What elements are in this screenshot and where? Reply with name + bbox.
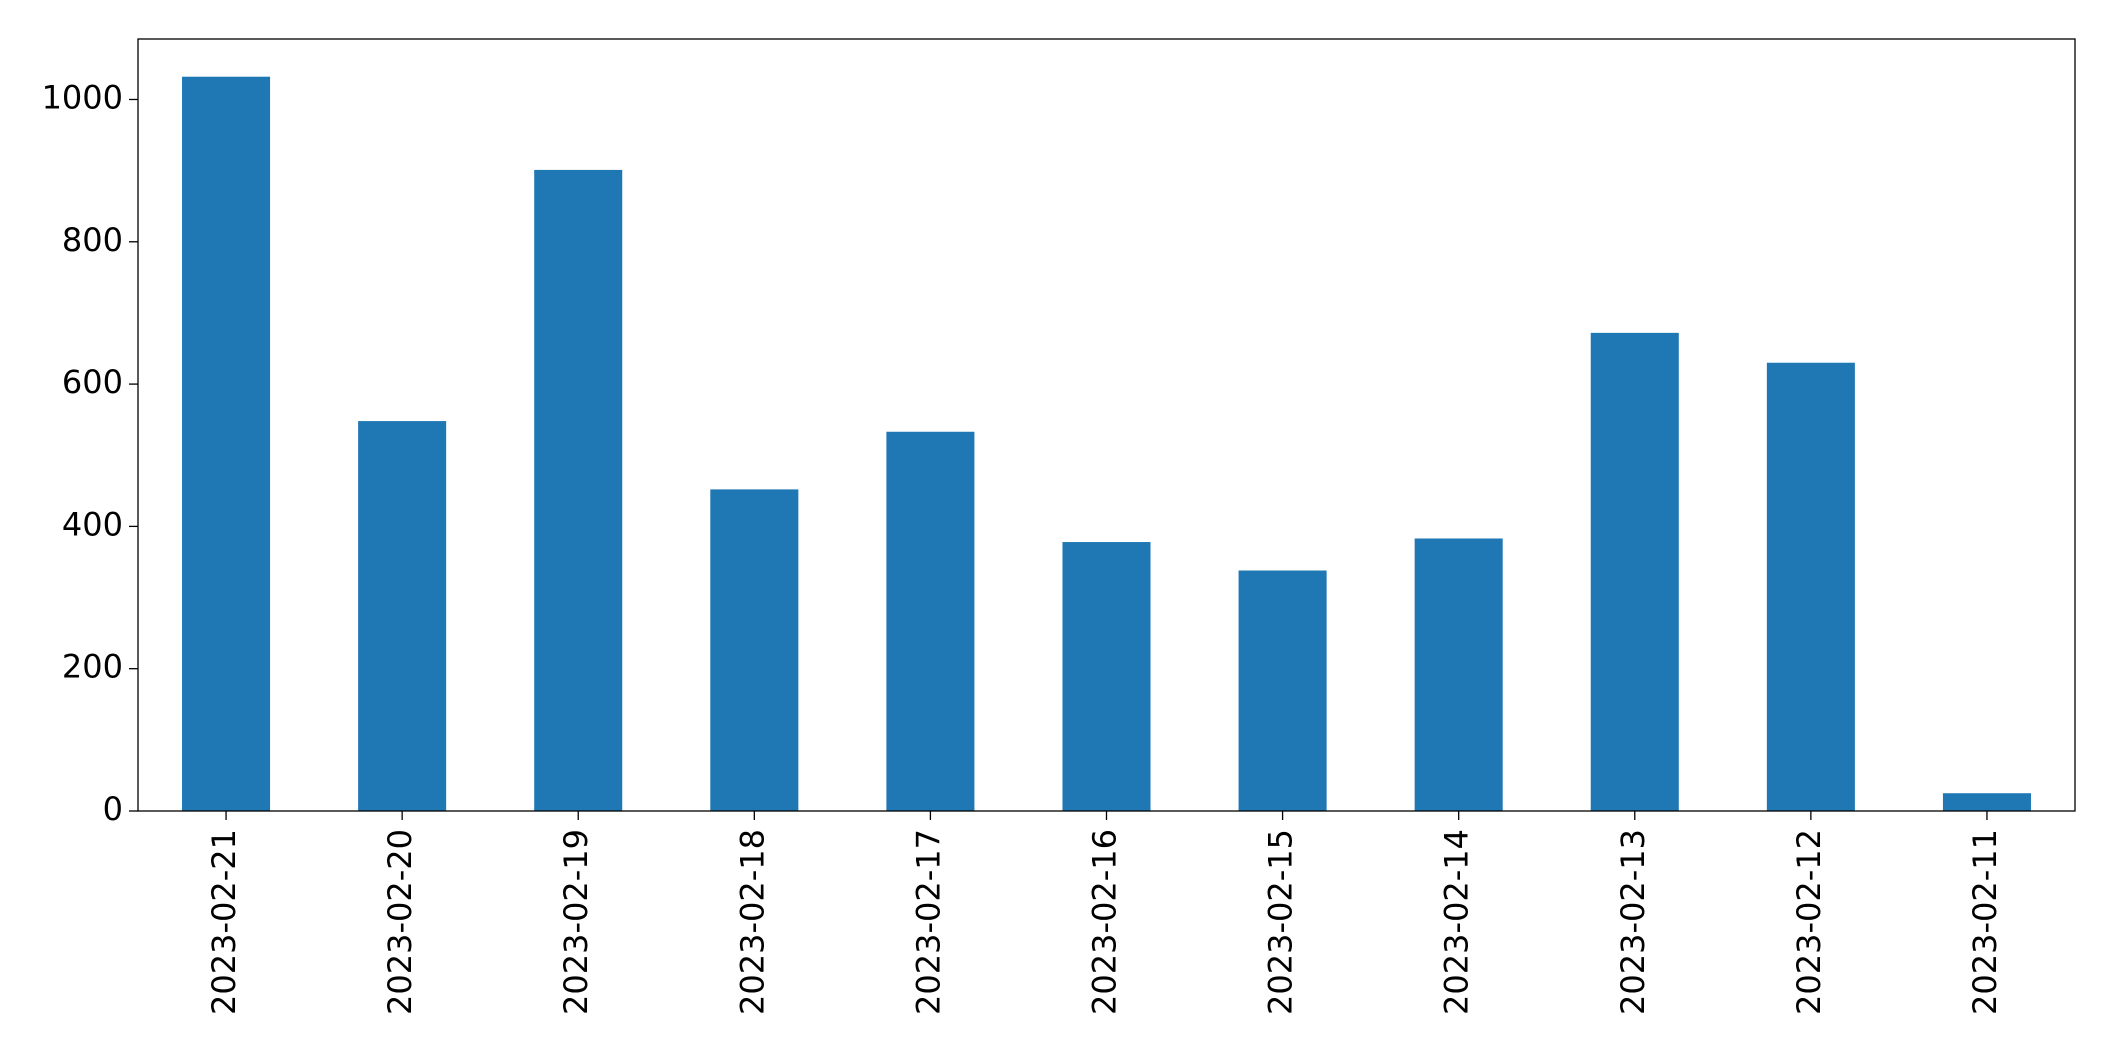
bar <box>886 431 975 811</box>
x-tick-label: 2023-02-14 <box>1438 829 1476 1015</box>
y-tick-label: 200 <box>62 648 123 686</box>
x-tick-label: 2023-02-15 <box>1262 829 1300 1015</box>
y-tick-label: 800 <box>62 221 123 259</box>
x-tick-label: 2023-02-16 <box>1086 829 1124 1015</box>
bar <box>1942 793 2031 811</box>
y-tick-label: 1000 <box>42 78 123 116</box>
bar <box>182 76 271 812</box>
y-tick-label: 0 <box>103 790 123 828</box>
bar <box>1766 362 1855 811</box>
bar <box>710 489 799 811</box>
bar <box>1062 542 1151 811</box>
y-tick-label: 400 <box>62 505 123 543</box>
plot-frame <box>137 38 2076 812</box>
bar <box>1414 538 1503 811</box>
bar <box>1590 332 1679 811</box>
x-tick-label: 2023-02-21 <box>205 829 243 1015</box>
y-tick-label: 600 <box>62 363 123 401</box>
x-tick-label: 2023-02-20 <box>381 829 419 1015</box>
bar <box>358 421 447 811</box>
x-tick-label: 2023-02-13 <box>1614 829 1652 1015</box>
x-tick-label: 2023-02-11 <box>1966 829 2004 1015</box>
x-tick-label: 2023-02-17 <box>909 829 947 1015</box>
x-tick-label: 2023-02-19 <box>557 829 595 1015</box>
x-tick-label: 2023-02-18 <box>733 829 771 1015</box>
bar <box>1238 570 1327 811</box>
bar <box>534 169 623 812</box>
x-tick-label: 2023-02-12 <box>1790 829 1828 1015</box>
